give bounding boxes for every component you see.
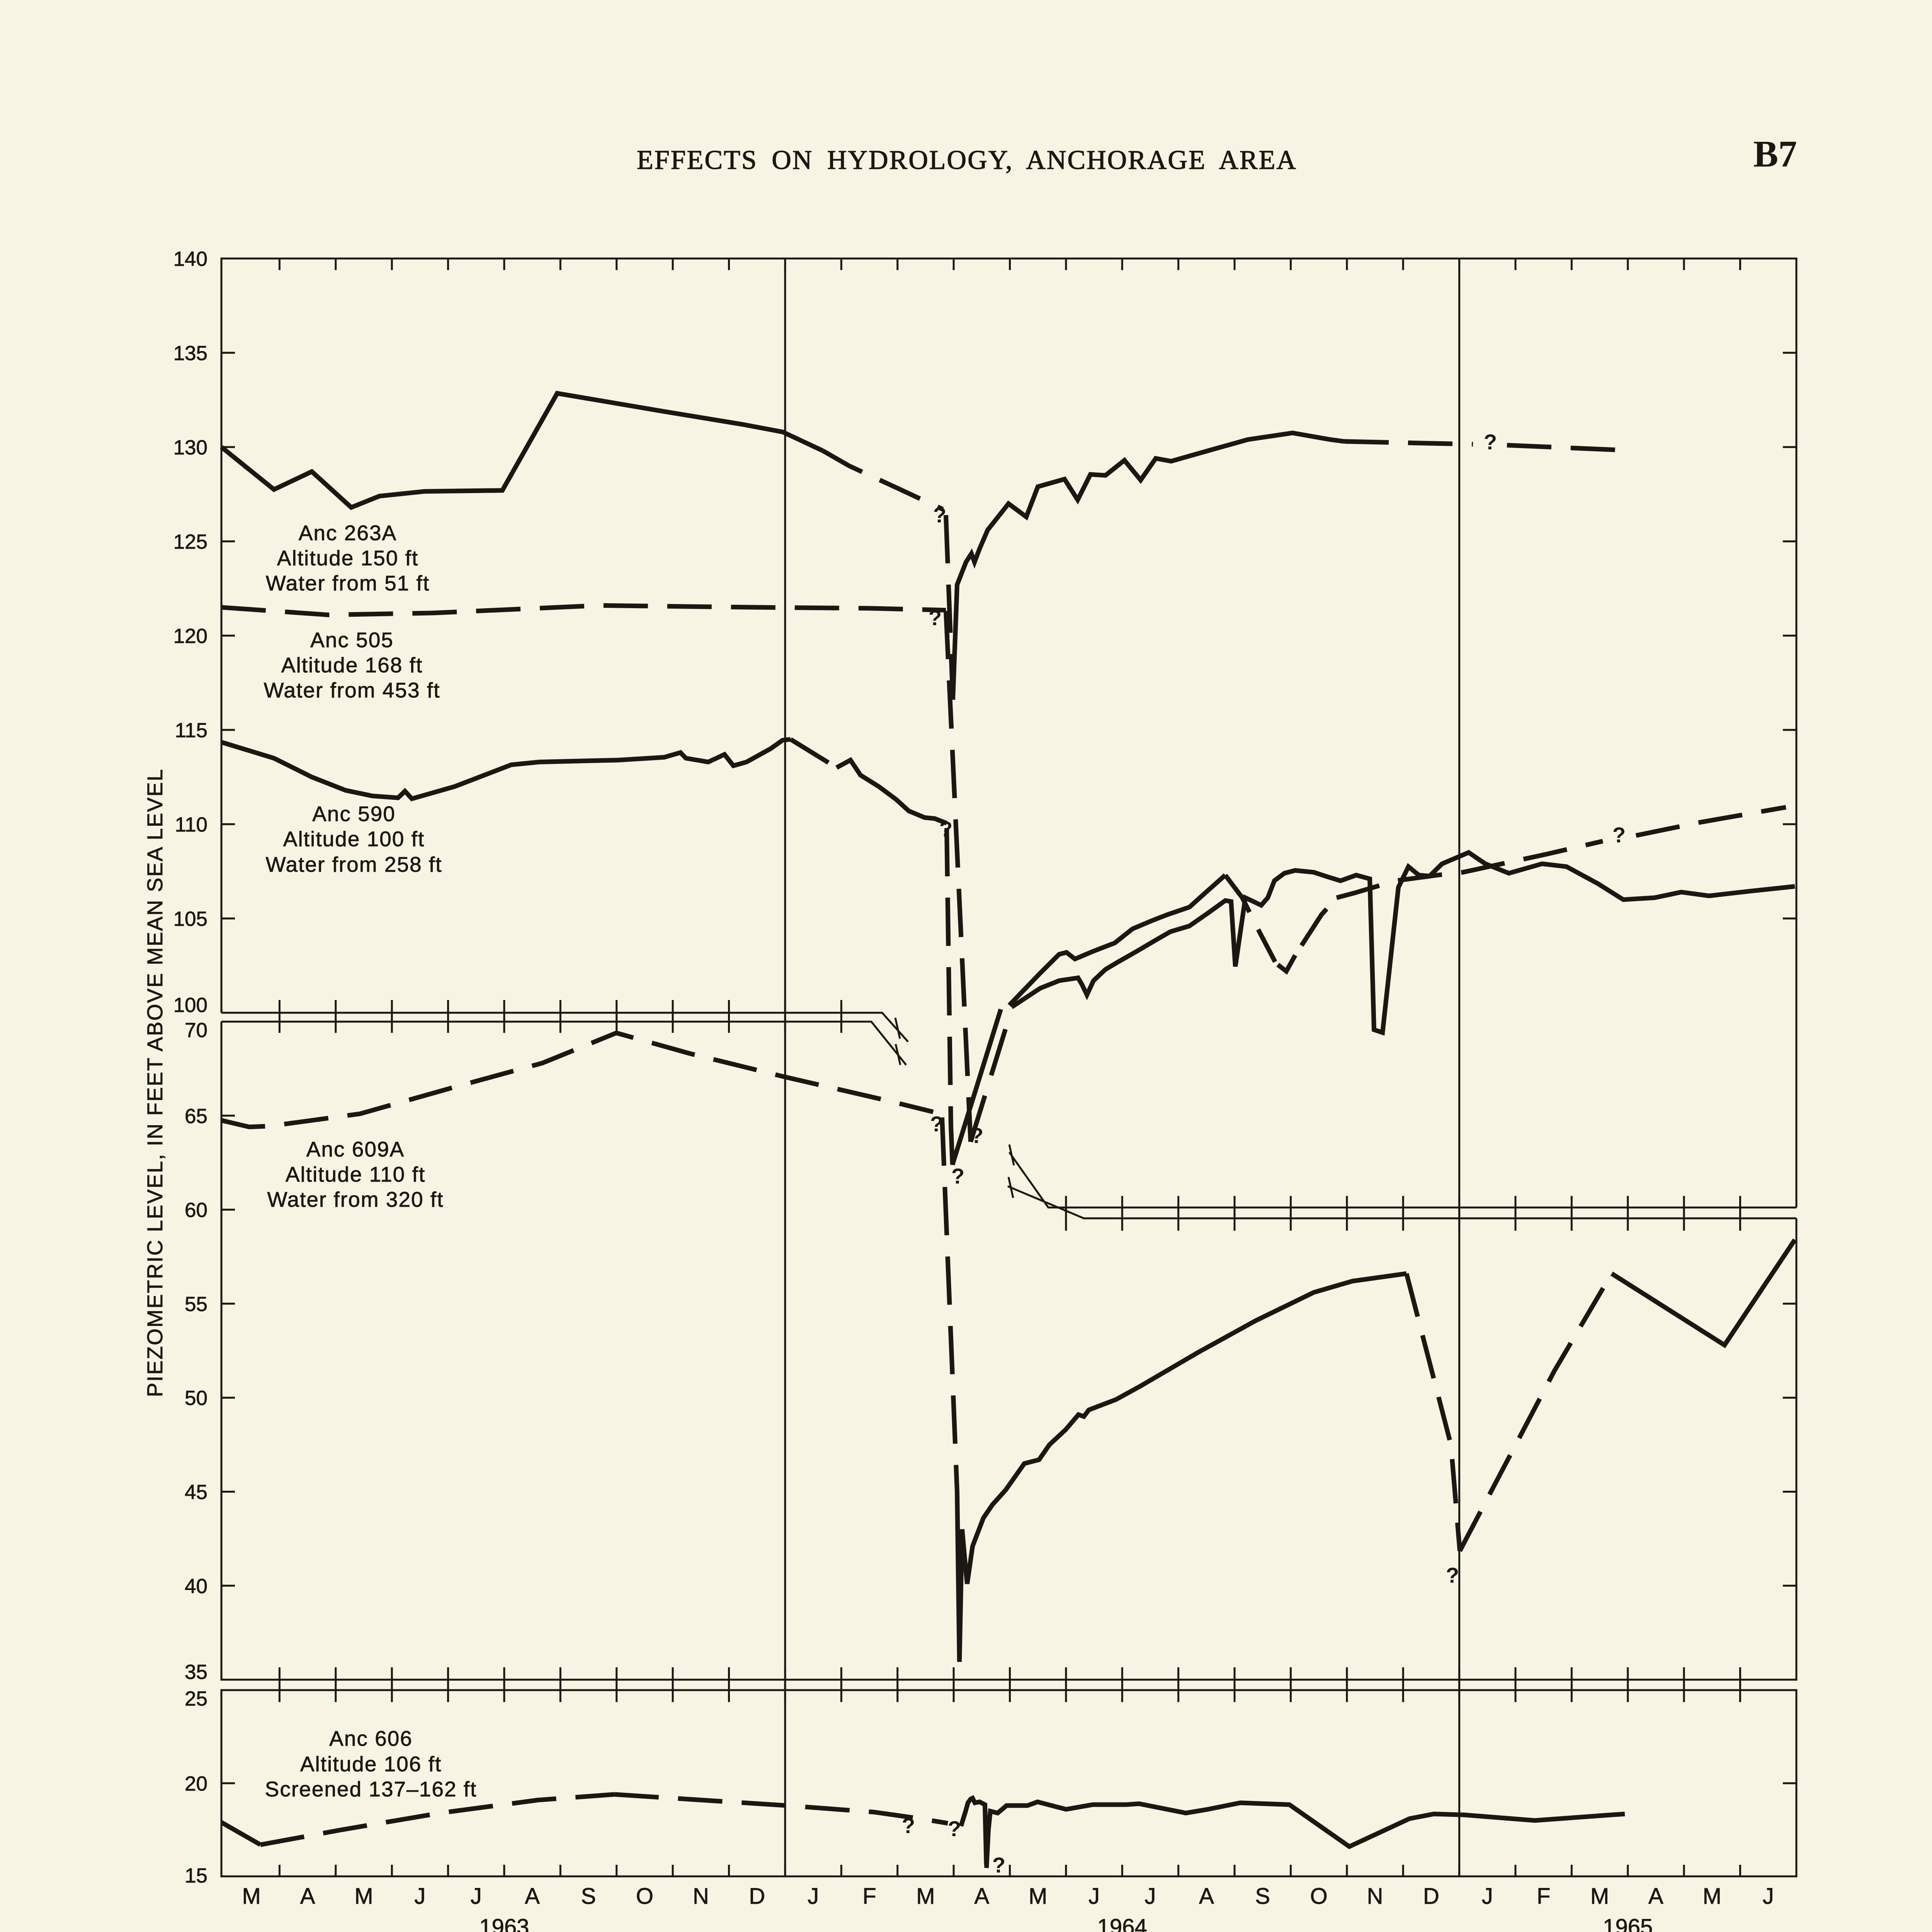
svg-text:115: 115 bbox=[175, 719, 208, 742]
svg-text:M: M bbox=[1703, 1884, 1721, 1909]
svg-text:1965: 1965 bbox=[1603, 1915, 1653, 1932]
svg-text:1964: 1964 bbox=[1097, 1915, 1147, 1932]
svg-text:55: 55 bbox=[185, 1293, 207, 1316]
svg-text:105: 105 bbox=[173, 908, 207, 930]
svg-text:?: ? bbox=[939, 817, 952, 841]
svg-text:N: N bbox=[1367, 1884, 1383, 1909]
svg-text:PIEZOMETRIC LEVEL, IN FEET ABO: PIEZOMETRIC LEVEL, IN FEET ABOVE MEAN SE… bbox=[143, 768, 167, 1397]
svg-text:Anc 609A: Anc 609A bbox=[306, 1137, 405, 1161]
svg-text:Water from 453 ft: Water from 453 ft bbox=[264, 678, 440, 702]
svg-text:J: J bbox=[414, 1884, 425, 1909]
svg-text:Water from 320 ft: Water from 320 ft bbox=[267, 1187, 444, 1211]
svg-text:A: A bbox=[525, 1884, 540, 1909]
svg-text:S: S bbox=[1255, 1884, 1270, 1909]
svg-text:20: 20 bbox=[185, 1772, 207, 1795]
svg-text:Altitude 110 ft: Altitude 110 ft bbox=[286, 1162, 425, 1186]
svg-text:?: ? bbox=[929, 605, 942, 630]
svg-text:135: 135 bbox=[173, 342, 207, 365]
svg-text:A: A bbox=[974, 1884, 989, 1909]
svg-text:?: ? bbox=[1484, 430, 1497, 454]
svg-text:60: 60 bbox=[185, 1199, 207, 1222]
svg-text:D: D bbox=[749, 1884, 765, 1909]
svg-text:M: M bbox=[242, 1884, 261, 1909]
svg-text:B7: B7 bbox=[1753, 133, 1797, 175]
svg-text:S: S bbox=[581, 1884, 596, 1909]
svg-text:?: ? bbox=[902, 1813, 915, 1838]
svg-text:130: 130 bbox=[173, 436, 207, 459]
svg-text:?: ? bbox=[951, 1164, 964, 1188]
svg-text:A: A bbox=[1648, 1884, 1663, 1909]
svg-text:Anc 590: Anc 590 bbox=[312, 802, 396, 826]
svg-text:120: 120 bbox=[173, 625, 207, 648]
svg-text:100: 100 bbox=[173, 994, 207, 1017]
svg-text:EFFECTS ON HYDROLOGY, ANCHORAG: EFFECTS ON HYDROLOGY, ANCHORAGE AREA bbox=[637, 145, 1297, 175]
svg-text:1963: 1963 bbox=[479, 1915, 529, 1932]
svg-text:A: A bbox=[1199, 1884, 1214, 1909]
svg-text:?: ? bbox=[948, 1816, 961, 1841]
svg-text:?: ? bbox=[992, 1853, 1005, 1877]
svg-text:J: J bbox=[1088, 1884, 1100, 1909]
svg-text:J: J bbox=[1482, 1884, 1493, 1909]
svg-text:?: ? bbox=[930, 1112, 943, 1136]
svg-text:15: 15 bbox=[185, 1864, 207, 1887]
svg-text:Altitude 168 ft: Altitude 168 ft bbox=[281, 653, 423, 677]
svg-text:40: 40 bbox=[185, 1575, 207, 1598]
svg-text:50: 50 bbox=[185, 1387, 207, 1410]
svg-text:125: 125 bbox=[173, 531, 207, 553]
svg-text:D: D bbox=[1423, 1884, 1439, 1909]
svg-text:Water from 258 ft: Water from 258 ft bbox=[266, 852, 442, 876]
svg-text:140: 140 bbox=[173, 248, 207, 270]
svg-text:M: M bbox=[916, 1884, 935, 1909]
svg-text:?: ? bbox=[1612, 823, 1626, 847]
svg-text:F: F bbox=[1537, 1884, 1550, 1909]
svg-text:J: J bbox=[1145, 1884, 1156, 1909]
svg-text:Anc 606: Anc 606 bbox=[329, 1726, 413, 1750]
svg-text:Altitude 100 ft: Altitude 100 ft bbox=[283, 827, 425, 851]
svg-text:J: J bbox=[808, 1884, 819, 1909]
svg-text:Screened 137–162 ft: Screened 137–162 ft bbox=[265, 1777, 477, 1801]
svg-text:M: M bbox=[354, 1884, 373, 1909]
svg-text:Altitude 106 ft: Altitude 106 ft bbox=[300, 1752, 442, 1776]
svg-text:F: F bbox=[862, 1884, 876, 1909]
svg-text:?: ? bbox=[1446, 1563, 1459, 1587]
svg-text:Water from 51 ft: Water from 51 ft bbox=[266, 571, 430, 595]
svg-text:110: 110 bbox=[175, 813, 208, 836]
svg-text:35: 35 bbox=[185, 1661, 207, 1684]
svg-text:45: 45 bbox=[185, 1481, 207, 1504]
svg-text:O: O bbox=[1310, 1884, 1328, 1909]
svg-text:70: 70 bbox=[185, 1019, 207, 1042]
svg-text:?: ? bbox=[933, 503, 946, 527]
svg-text:?: ? bbox=[970, 1123, 983, 1148]
svg-text:Altitude 150 ft: Altitude 150 ft bbox=[277, 546, 418, 570]
svg-text:A: A bbox=[300, 1884, 315, 1909]
svg-text:J: J bbox=[471, 1884, 482, 1909]
svg-text:N: N bbox=[693, 1884, 709, 1909]
svg-text:M: M bbox=[1029, 1884, 1047, 1909]
svg-text:Anc 505: Anc 505 bbox=[310, 628, 394, 652]
svg-text:J: J bbox=[1763, 1884, 1774, 1909]
svg-text:65: 65 bbox=[185, 1105, 207, 1128]
svg-text:M: M bbox=[1590, 1884, 1609, 1909]
svg-text:O: O bbox=[636, 1884, 653, 1909]
svg-text:Anc 263A: Anc 263A bbox=[299, 521, 397, 545]
svg-text:25: 25 bbox=[185, 1687, 207, 1710]
